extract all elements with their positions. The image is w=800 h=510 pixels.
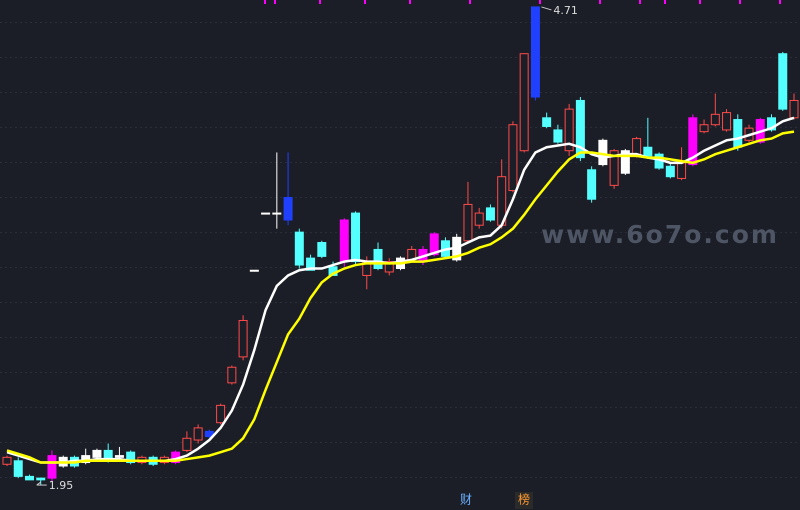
candle-body bbox=[261, 212, 271, 215]
low-label: 1.95 bbox=[49, 479, 74, 492]
candle-body bbox=[47, 455, 57, 479]
candle-body bbox=[699, 124, 709, 133]
candle-body bbox=[272, 212, 282, 215]
candle-body bbox=[294, 231, 304, 266]
candle-body bbox=[688, 117, 698, 166]
candle-body bbox=[530, 6, 540, 98]
candle-body bbox=[463, 203, 473, 242]
high-label: 4.71 bbox=[553, 4, 578, 17]
candle-body bbox=[542, 117, 552, 127]
candle-body bbox=[508, 124, 518, 192]
candle-body bbox=[193, 427, 203, 441]
candle-body bbox=[710, 113, 720, 126]
candle-body bbox=[114, 455, 124, 458]
footer-label: 榜 bbox=[518, 492, 530, 507]
candle-body bbox=[283, 196, 293, 221]
candle-body bbox=[789, 99, 799, 119]
candle-body bbox=[373, 248, 383, 270]
candle-body bbox=[474, 212, 484, 226]
footer-badge bbox=[515, 492, 533, 509]
candle-body bbox=[182, 437, 192, 451]
candle-body bbox=[216, 404, 226, 424]
candle-body bbox=[36, 477, 46, 481]
candle-body bbox=[587, 169, 597, 200]
candle-body bbox=[126, 451, 136, 464]
candle-body bbox=[643, 146, 653, 157]
candle-body bbox=[609, 150, 619, 186]
candle-body bbox=[227, 366, 237, 384]
candle-body bbox=[778, 53, 788, 110]
candle-body bbox=[306, 257, 316, 271]
candle-body bbox=[24, 475, 34, 481]
candle-body bbox=[339, 219, 349, 263]
candle-body bbox=[519, 53, 529, 152]
candle-body bbox=[317, 242, 327, 257]
watermark: www.6o7o.com bbox=[541, 220, 779, 249]
candle-body bbox=[620, 150, 630, 174]
candle-body bbox=[553, 129, 563, 143]
candle-body bbox=[485, 207, 495, 221]
candle-body bbox=[665, 165, 675, 178]
candle-body bbox=[733, 119, 743, 148]
candle-body bbox=[238, 319, 248, 358]
candle-body bbox=[249, 269, 259, 272]
top-markers bbox=[264, 0, 781, 4]
candle-body bbox=[2, 456, 12, 465]
candle-body bbox=[13, 460, 23, 477]
candle-body bbox=[384, 261, 394, 273]
candle-body bbox=[429, 233, 439, 256]
candle-body bbox=[575, 99, 585, 159]
candle-body bbox=[722, 112, 732, 131]
candle-body bbox=[564, 108, 574, 152]
candle-body bbox=[351, 212, 361, 263]
candle-body bbox=[92, 449, 102, 458]
footer-label: 财 bbox=[460, 493, 472, 507]
candle-body bbox=[767, 117, 777, 131]
arrow bbox=[36, 481, 42, 486]
arrow bbox=[541, 6, 552, 11]
candle-body bbox=[677, 162, 687, 179]
moving-average bbox=[6, 130, 795, 464]
candle-body bbox=[598, 139, 608, 166]
